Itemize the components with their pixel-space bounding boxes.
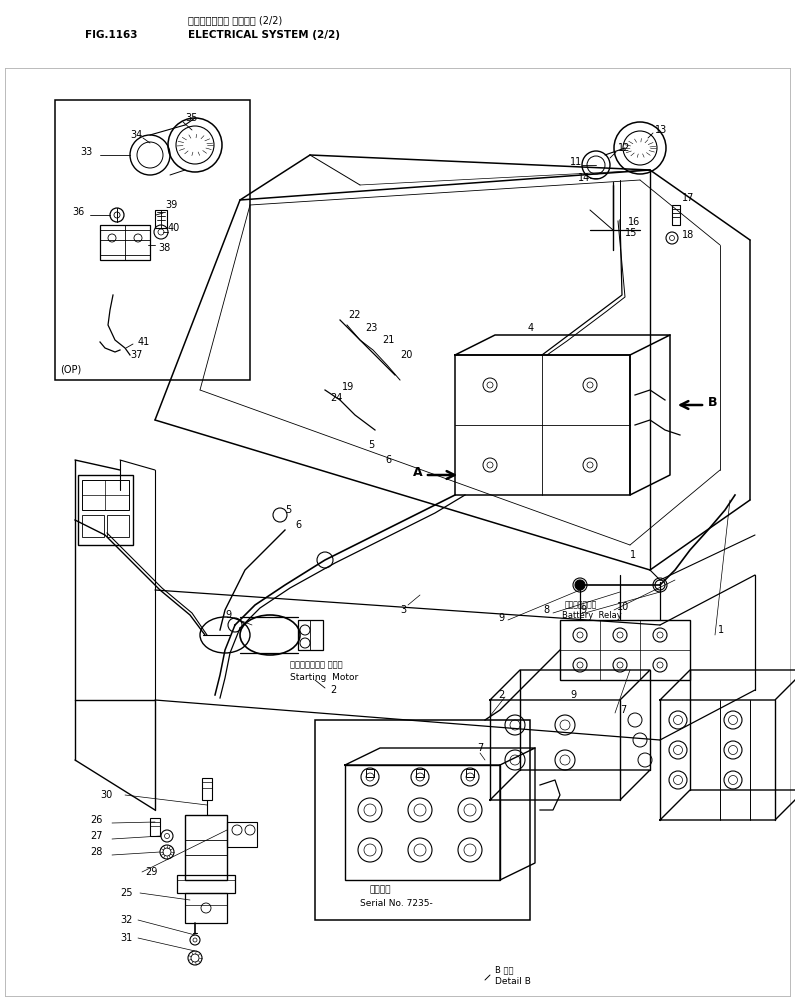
Text: 39: 39: [165, 200, 177, 210]
Text: Battery  Relay: Battery Relay: [562, 612, 622, 621]
Text: 12: 12: [618, 143, 630, 153]
Text: 7: 7: [620, 705, 626, 715]
Text: 25: 25: [120, 888, 133, 898]
Bar: [202, 778, 212, 800]
Text: 3: 3: [400, 605, 406, 615]
Text: 14: 14: [578, 173, 590, 183]
Text: 2: 2: [330, 685, 336, 695]
Bar: [100, 225, 150, 260]
Text: 20: 20: [400, 350, 413, 360]
Text: 9: 9: [498, 613, 504, 623]
Text: Serial No. 7235-: Serial No. 7235-: [360, 899, 432, 908]
Text: 10: 10: [617, 602, 630, 612]
Text: 28: 28: [90, 847, 103, 857]
Text: 11: 11: [570, 157, 582, 167]
Text: 9: 9: [225, 610, 231, 620]
Text: 24: 24: [330, 393, 343, 403]
Bar: [298, 620, 323, 650]
Text: FIG.1163: FIG.1163: [85, 30, 138, 40]
Text: 27: 27: [90, 831, 103, 841]
Text: 40: 40: [168, 223, 180, 233]
Text: B 詳細: B 詳細: [495, 966, 514, 975]
Text: 31: 31: [120, 933, 132, 943]
Text: 23: 23: [365, 323, 378, 333]
Bar: [345, 765, 500, 880]
Bar: [185, 815, 227, 880]
Text: スターティング モータ: スターティング モータ: [290, 661, 343, 670]
Text: 32: 32: [120, 915, 133, 925]
Circle shape: [575, 580, 585, 590]
Text: (OP): (OP): [60, 365, 81, 375]
Text: 26: 26: [90, 815, 103, 825]
Text: A: A: [413, 465, 423, 478]
Bar: [227, 822, 257, 847]
Text: バッテリリレー: バッテリリレー: [565, 601, 597, 610]
Text: 13: 13: [655, 125, 667, 135]
Text: 5: 5: [285, 505, 291, 515]
Bar: [177, 875, 235, 893]
Text: 2: 2: [498, 690, 504, 700]
Bar: [560, 620, 690, 680]
Text: Detail B: Detail B: [495, 978, 531, 987]
Bar: [55, 100, 250, 380]
Text: 41: 41: [138, 337, 150, 347]
Bar: [416, 769, 424, 777]
Text: 9: 9: [580, 605, 586, 615]
Bar: [315, 720, 530, 920]
Bar: [366, 769, 374, 777]
Text: B: B: [708, 395, 718, 408]
Text: 22: 22: [348, 310, 360, 320]
Text: 29: 29: [145, 867, 157, 877]
Text: 6: 6: [295, 520, 301, 530]
Text: 30: 30: [100, 790, 112, 800]
Bar: [78, 475, 133, 545]
Text: エレクトリカル システム (2/2): エレクトリカル システム (2/2): [188, 15, 282, 25]
Bar: [466, 769, 474, 777]
Text: ELECTRICAL SYSTEM (2/2): ELECTRICAL SYSTEM (2/2): [188, 30, 340, 40]
Text: 15: 15: [625, 228, 638, 238]
Text: 38: 38: [158, 243, 170, 253]
Bar: [185, 893, 227, 923]
Bar: [82, 480, 129, 510]
Text: 適用番号: 適用番号: [370, 886, 391, 895]
Bar: [82, 515, 104, 537]
Text: 17: 17: [682, 193, 694, 203]
Text: 16: 16: [628, 217, 640, 227]
Text: 37: 37: [130, 350, 142, 360]
Text: 1: 1: [718, 625, 724, 635]
Text: 4: 4: [528, 323, 534, 333]
Bar: [672, 205, 680, 225]
Text: 35: 35: [185, 113, 197, 123]
Bar: [155, 210, 167, 228]
Text: 7: 7: [477, 743, 483, 753]
Bar: [455, 355, 630, 495]
Bar: [150, 818, 160, 836]
Text: 33: 33: [80, 147, 92, 157]
Text: 18: 18: [682, 230, 694, 240]
Text: 8: 8: [543, 605, 549, 615]
Text: 36: 36: [72, 207, 84, 217]
Text: 5: 5: [368, 440, 374, 450]
Text: 21: 21: [382, 335, 394, 345]
Bar: [107, 515, 129, 537]
Bar: [100, 230, 150, 255]
Text: 19: 19: [342, 382, 355, 392]
Text: 6: 6: [385, 455, 391, 465]
Text: 1: 1: [630, 550, 636, 560]
Text: 9: 9: [570, 690, 576, 700]
Text: 34: 34: [130, 130, 142, 140]
Text: Starting  Motor: Starting Motor: [290, 674, 359, 683]
